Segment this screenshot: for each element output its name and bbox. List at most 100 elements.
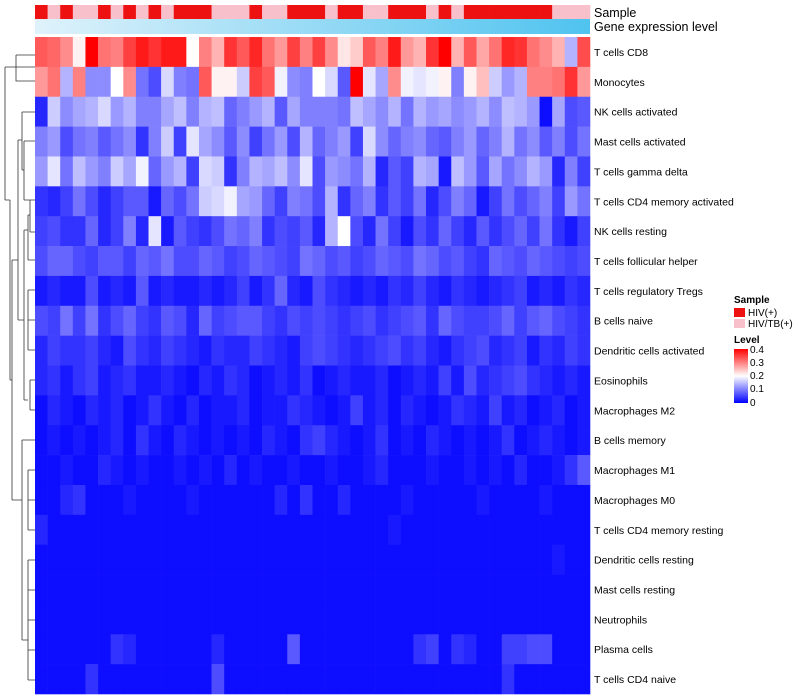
- heatmap-cell: [438, 574, 452, 605]
- heatmap-cell: [463, 37, 477, 68]
- heatmap-cell: [552, 514, 566, 545]
- heatmap-cell: [224, 395, 238, 426]
- heatmap-cell: [438, 484, 452, 516]
- heatmap-cell: [476, 425, 490, 456]
- heatmap-cell: [186, 484, 200, 516]
- heatmap-cell: [501, 186, 515, 217]
- heatmap-cell: [552, 66, 566, 98]
- heatmap-cell: [400, 455, 414, 486]
- heatmap-cell: [463, 544, 477, 575]
- heatmap-cell: [388, 66, 402, 98]
- heatmap-cell: [299, 574, 313, 605]
- heatmap-cell: [476, 484, 490, 516]
- heatmap-cell: [123, 37, 137, 68]
- heatmap-cell: [552, 335, 566, 366]
- heatmap-cell: [148, 216, 162, 247]
- row-label: Mast cells resting: [594, 584, 675, 596]
- heatmap-cell: [350, 395, 364, 426]
- heatmap-cell: [161, 365, 175, 396]
- heatmap-cell: [211, 66, 225, 98]
- heatmap-cell: [85, 37, 99, 68]
- heatmap-cell: [489, 574, 503, 605]
- heatmap-cell: [198, 275, 212, 307]
- heatmap-cell: [325, 395, 339, 426]
- heatmap-cell: [35, 514, 48, 545]
- heatmap-cell: [161, 305, 175, 336]
- heatmap-cell: [337, 96, 351, 127]
- heatmap-cell: [552, 664, 566, 695]
- heatmap-cell: [489, 126, 503, 157]
- heatmap-cell: [489, 484, 503, 516]
- heatmap-cell: [337, 37, 351, 68]
- heatmap-cell: [123, 216, 137, 247]
- heatmap-cell: [274, 664, 288, 695]
- heatmap-cell: [362, 275, 376, 307]
- heatmap-cell: [350, 275, 364, 307]
- heatmap-cell: [72, 544, 86, 575]
- heatmap-cell: [211, 664, 225, 695]
- heatmap-cell: [489, 395, 503, 426]
- heatmap-cell: [173, 305, 187, 336]
- heatmap-cell: [539, 514, 553, 545]
- row-label: Mast cells activated: [594, 137, 686, 149]
- heatmap-cell: [85, 335, 99, 366]
- heatmap-cell: [325, 604, 339, 635]
- heatmap-cell: [60, 544, 74, 575]
- heatmap-cell: [514, 514, 528, 545]
- heatmap-cell: [501, 275, 515, 307]
- heatmap-cell: [262, 514, 275, 545]
- heatmap-cell: [35, 604, 48, 635]
- heatmap-cell: [85, 484, 99, 516]
- heatmap-cell: [123, 514, 137, 545]
- heatmap-cell: [564, 246, 578, 277]
- heatmap-cell: [287, 514, 301, 545]
- heatmap-cell: [375, 514, 389, 545]
- heatmap-cell: [451, 455, 465, 486]
- heatmap-cell: [514, 544, 528, 575]
- sample-annotation-cell: [312, 5, 326, 19]
- heatmap-cell: [186, 335, 200, 366]
- heatmap-cell: [72, 246, 86, 277]
- heatmap-cell: [161, 455, 175, 486]
- heatmap-cell: [72, 186, 86, 217]
- heatmap-cell: [198, 156, 212, 187]
- heatmap-cell: [577, 395, 591, 426]
- heatmap-cell: [552, 425, 566, 456]
- heatmap-cell: [173, 574, 187, 605]
- heatmap-cell: [337, 305, 351, 336]
- heatmap-cell: [526, 216, 540, 247]
- heatmap-cell: [362, 455, 376, 486]
- heatmap-cell: [72, 275, 86, 307]
- heatmap-cell: [362, 395, 376, 426]
- heatmap-cell: [173, 126, 187, 157]
- heatmap-cell: [312, 246, 326, 277]
- heatmap-cell: [438, 365, 452, 396]
- heatmap-cell: [123, 186, 137, 217]
- heatmap-cell: [72, 66, 86, 98]
- heatmap-cell: [350, 455, 364, 486]
- heatmap-cell: [173, 156, 187, 187]
- heatmap-cell: [224, 514, 238, 545]
- heatmap-cell: [186, 634, 200, 665]
- sample-annotation-cell: [148, 5, 162, 19]
- heatmap-cell: [224, 664, 238, 695]
- heatmap-cell: [224, 305, 238, 336]
- sample-annotation-cell: [564, 5, 578, 19]
- sample-annotation-cell: [552, 5, 566, 19]
- heatmap-cell: [337, 395, 351, 426]
- heatmap-cell: [375, 126, 389, 157]
- heatmap-cell: [337, 365, 351, 396]
- heatmap-cell: [198, 186, 212, 217]
- sample-legend-title: Sample: [734, 295, 770, 306]
- heatmap-cell: [198, 96, 212, 127]
- heatmap-cell: [287, 664, 301, 695]
- heatmap-cell: [312, 514, 326, 545]
- heatmap-cell: [47, 604, 61, 635]
- heatmap-cell: [262, 275, 275, 307]
- heatmap-cell: [514, 484, 528, 516]
- heatmap-cell: [224, 216, 238, 247]
- heatmap-cell: [72, 96, 86, 127]
- heatmap-cell: [47, 664, 61, 695]
- heatmap-cell: [362, 664, 376, 695]
- heatmap-cell: [526, 574, 540, 605]
